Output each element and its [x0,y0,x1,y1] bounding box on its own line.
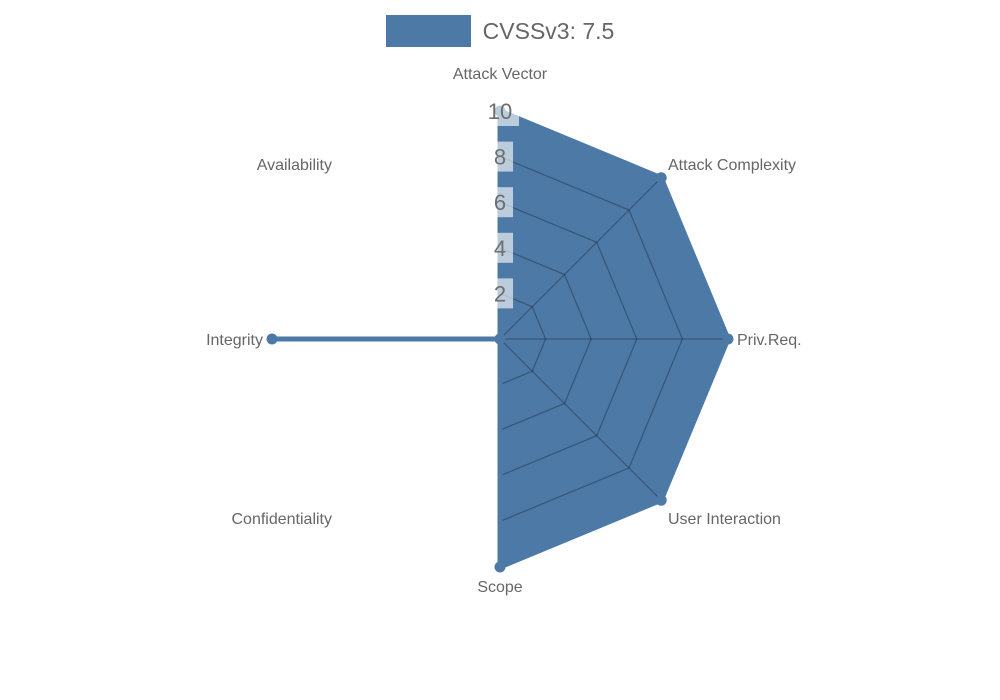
tick-label-4: 4 [494,236,506,261]
data-point-1 [655,172,667,184]
axis-label-scope: Scope [477,579,522,596]
legend-label: CVSSv3: 7.5 [482,18,615,44]
chart-legend[interactable]: CVSSv3: 7.5 [0,15,1000,47]
legend-swatch [385,15,471,47]
data-point-6 [266,333,278,345]
axis-label-availability: Availability [257,157,332,174]
grid-spoke-3 [499,338,662,501]
tick-backdrop-6 [487,187,513,218]
grid-spoke-5 [338,338,501,501]
tick-label-2: 2 [494,281,506,306]
tick-label-6: 6 [494,190,506,215]
axis-label-integrity: Integrity [206,332,263,349]
axis-label-confidentiality: Confidentiality [232,511,333,528]
grid-spoke-7 [338,177,501,340]
data-point-2 [722,333,734,345]
data-point-7 [494,333,506,345]
axis-label-user-interaction: User Interaction [668,511,781,528]
axis-label-priv-req: Priv.Req. [737,332,802,349]
tick-label-8: 8 [494,145,506,170]
grid-spoke-1 [499,177,662,340]
tick-backdrop-10 [481,96,519,126]
tick-backdrop-8 [487,141,513,172]
data-point-3 [655,494,667,506]
data-point-4 [494,561,506,573]
axis-label-attack-vector: Attack Vector [453,66,548,83]
axis-label-attack-complexity: Attack Complexity [668,157,796,174]
tick-backdrop-2 [487,278,513,309]
tick-backdrop-4 [487,232,513,263]
tick-label-10: 10 [488,99,512,124]
